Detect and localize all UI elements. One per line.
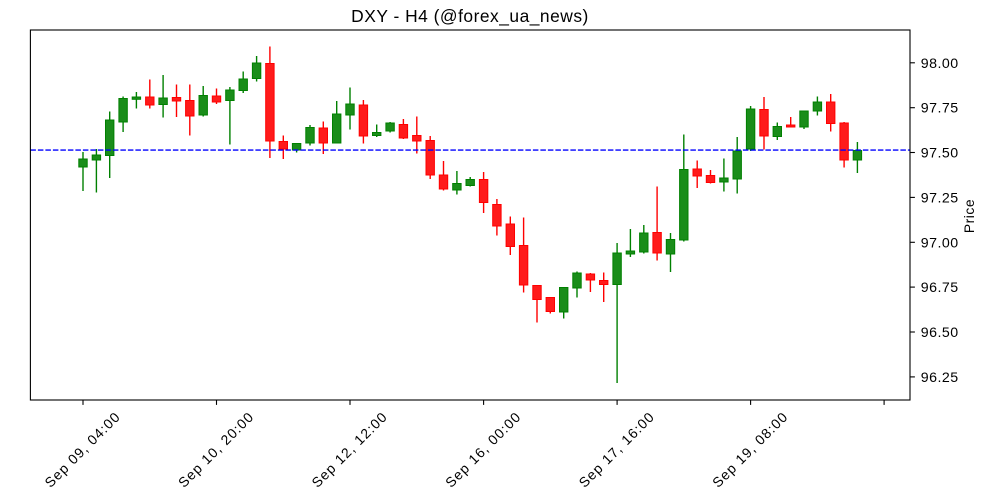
svg-text:97.50: 97.50 (921, 146, 959, 162)
svg-text:97.00: 97.00 (921, 235, 959, 251)
svg-text:Price: Price (961, 199, 977, 233)
svg-text:96.75: 96.75 (921, 280, 959, 296)
svg-text:98.00: 98.00 (921, 56, 959, 72)
svg-text:96.25: 96.25 (921, 370, 959, 386)
svg-text:DXY - H4 (@forex_ua_news): DXY - H4 (@forex_ua_news) (351, 6, 589, 26)
svg-text:97.25: 97.25 (921, 190, 959, 206)
svg-text:97.75: 97.75 (921, 101, 959, 117)
svg-text:96.50: 96.50 (921, 325, 959, 341)
